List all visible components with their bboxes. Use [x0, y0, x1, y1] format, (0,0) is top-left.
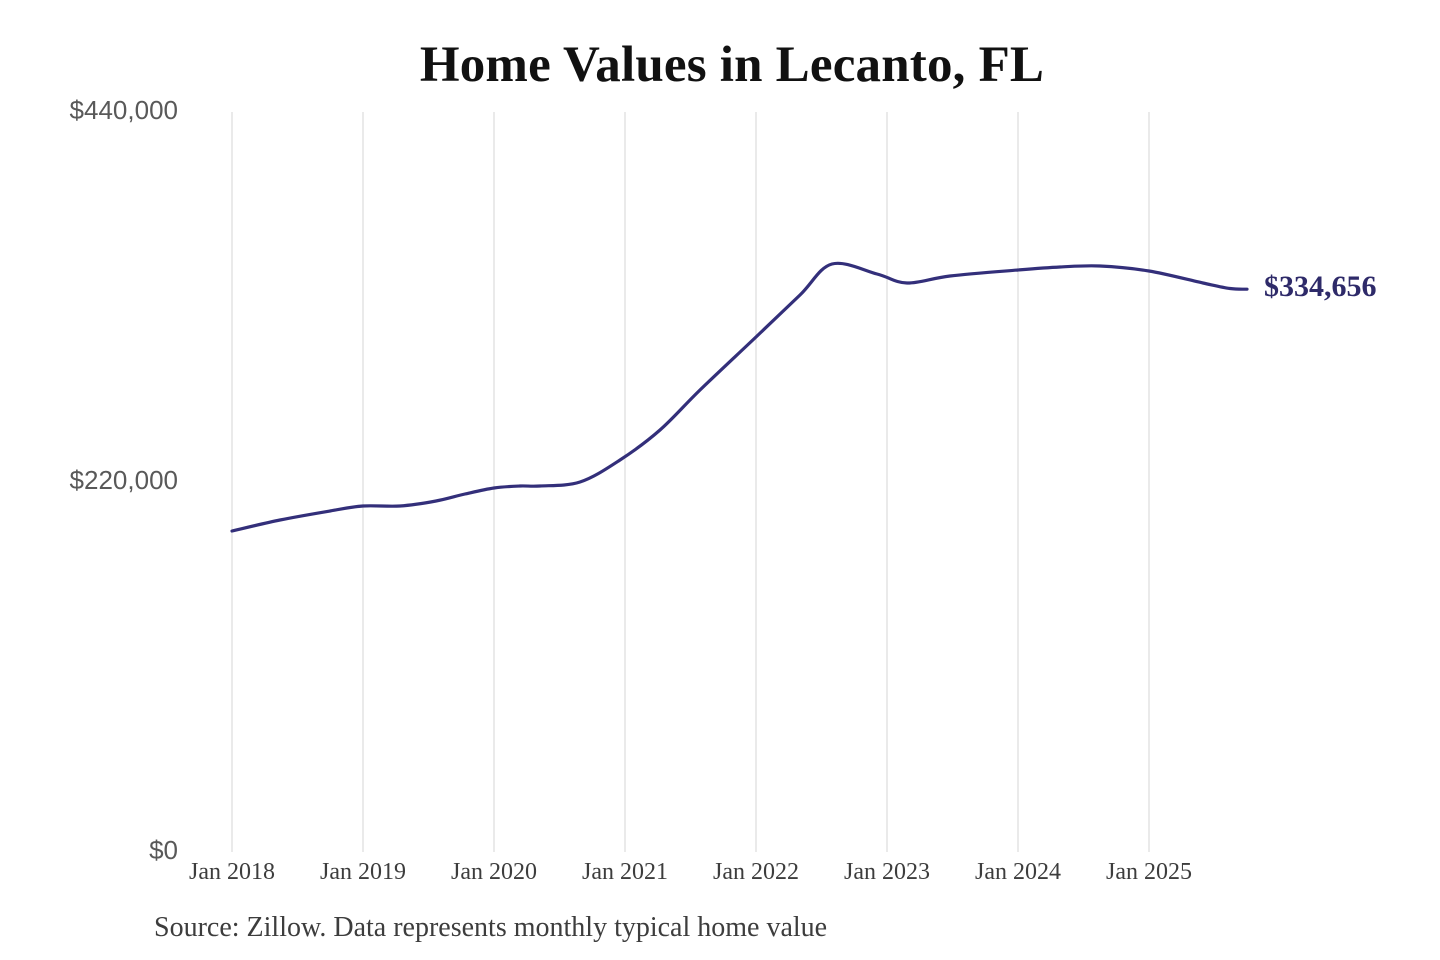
svg-text:Jan 2019: Jan 2019	[320, 859, 406, 885]
svg-text:Jan 2021: Jan 2021	[582, 859, 668, 885]
svg-text:$220,000: $220,000	[70, 465, 178, 495]
svg-text:Jan 2025: Jan 2025	[1106, 859, 1192, 885]
svg-text:Jan 2018: Jan 2018	[189, 859, 275, 885]
svg-text:Jan 2020: Jan 2020	[451, 859, 537, 885]
svg-text:Jan 2022: Jan 2022	[713, 859, 799, 885]
svg-text:Jan 2024: Jan 2024	[975, 859, 1061, 885]
svg-text:$0: $0	[149, 835, 178, 865]
svg-text:Jan 2023: Jan 2023	[844, 859, 930, 885]
svg-text:$334,656: $334,656	[1264, 270, 1377, 303]
svg-text:$440,000: $440,000	[70, 95, 178, 125]
